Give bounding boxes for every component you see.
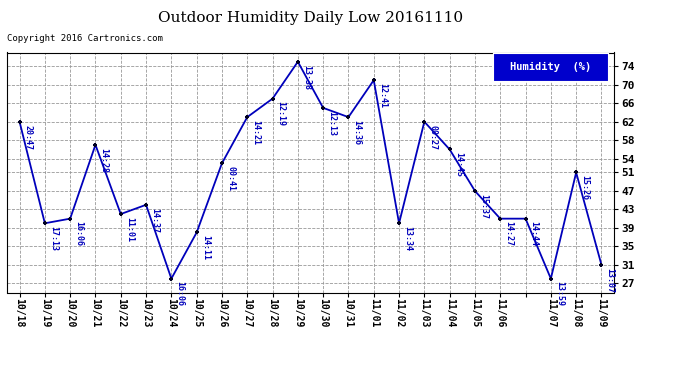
Point: [39, 220, 50, 226]
Text: 12:41: 12:41: [378, 83, 387, 108]
Text: 13:07: 13:07: [606, 268, 615, 292]
Text: Copyright 2016 Cartronics.com: Copyright 2016 Cartronics.com: [7, 34, 163, 43]
Text: 00:27: 00:27: [428, 124, 437, 150]
Point: [545, 276, 556, 282]
Point: [241, 114, 253, 120]
Point: [267, 96, 278, 102]
Point: [65, 216, 76, 222]
Point: [368, 77, 380, 83]
Point: [596, 262, 607, 268]
Point: [166, 276, 177, 282]
Text: 14:11: 14:11: [201, 235, 210, 260]
Text: 15:26: 15:26: [580, 175, 589, 200]
Point: [14, 119, 25, 125]
Text: 14:37: 14:37: [150, 208, 159, 232]
Text: 12:19: 12:19: [277, 101, 286, 126]
Text: 20:47: 20:47: [23, 124, 32, 150]
Text: 14:27: 14:27: [504, 221, 513, 246]
Text: 14:21: 14:21: [251, 120, 260, 145]
Text: Outdoor Humidity Daily Low 20161110: Outdoor Humidity Daily Low 20161110: [158, 11, 463, 25]
Text: 00:41: 00:41: [226, 166, 235, 191]
Text: 17:13: 17:13: [49, 226, 58, 251]
Point: [293, 59, 304, 65]
Point: [217, 160, 228, 166]
Point: [191, 230, 202, 236]
Point: [469, 188, 480, 194]
Text: 14:28: 14:28: [99, 148, 108, 172]
Point: [419, 119, 430, 125]
Text: 13:38: 13:38: [302, 64, 311, 90]
Text: 12:13: 12:13: [327, 111, 336, 136]
Text: 11:01: 11:01: [125, 217, 134, 242]
Point: [317, 105, 328, 111]
Text: 14:45: 14:45: [454, 152, 463, 177]
Text: 14:44: 14:44: [530, 221, 539, 246]
Text: 16:06: 16:06: [175, 281, 184, 306]
Text: 14:36: 14:36: [353, 120, 362, 145]
Point: [444, 146, 455, 152]
Text: 15:37: 15:37: [479, 194, 488, 219]
Point: [343, 114, 354, 120]
Text: 13:59: 13:59: [555, 281, 564, 306]
Point: [571, 170, 582, 176]
Text: 16:06: 16:06: [75, 221, 83, 246]
Text: 13:34: 13:34: [403, 226, 412, 251]
Point: [141, 202, 152, 208]
Point: [393, 220, 404, 226]
Point: [115, 211, 126, 217]
Point: [495, 216, 506, 222]
Point: [90, 142, 101, 148]
Point: [520, 216, 531, 222]
